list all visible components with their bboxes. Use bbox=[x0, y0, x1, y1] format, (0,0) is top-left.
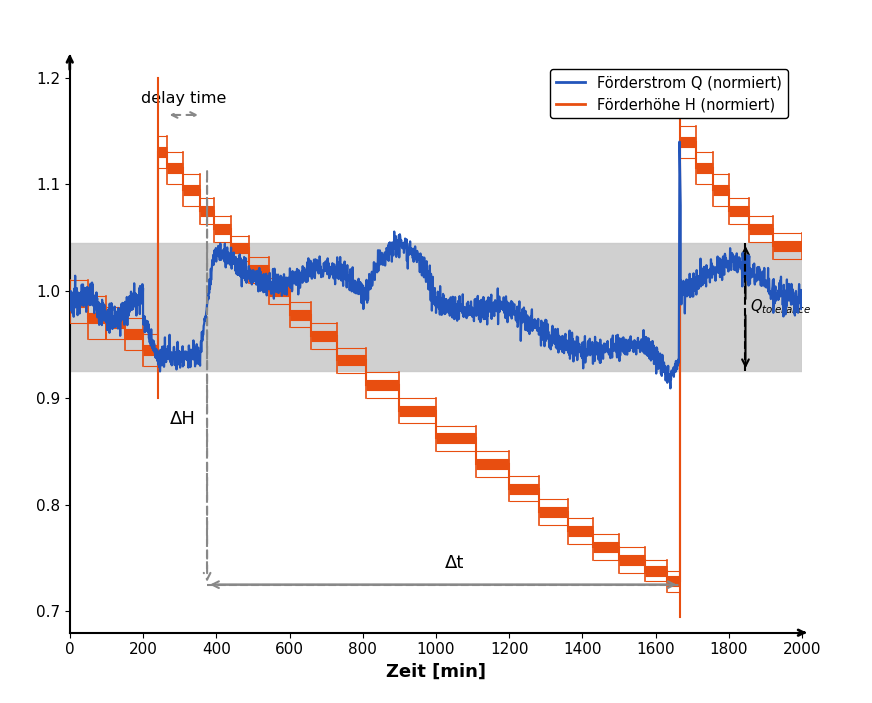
Text: delay time: delay time bbox=[141, 91, 227, 106]
Text: $Q_{tolerance}$: $Q_{tolerance}$ bbox=[750, 298, 811, 316]
Text: Δt: Δt bbox=[445, 554, 464, 572]
X-axis label: Zeit [min]: Zeit [min] bbox=[386, 663, 486, 681]
Bar bbox=[70, 243, 802, 371]
Legend: Förderstrom Q (normiert), Förderhöhe H (normiert): Förderstrom Q (normiert), Förderhöhe H (… bbox=[550, 70, 787, 118]
Text: ΔH: ΔH bbox=[170, 410, 196, 428]
